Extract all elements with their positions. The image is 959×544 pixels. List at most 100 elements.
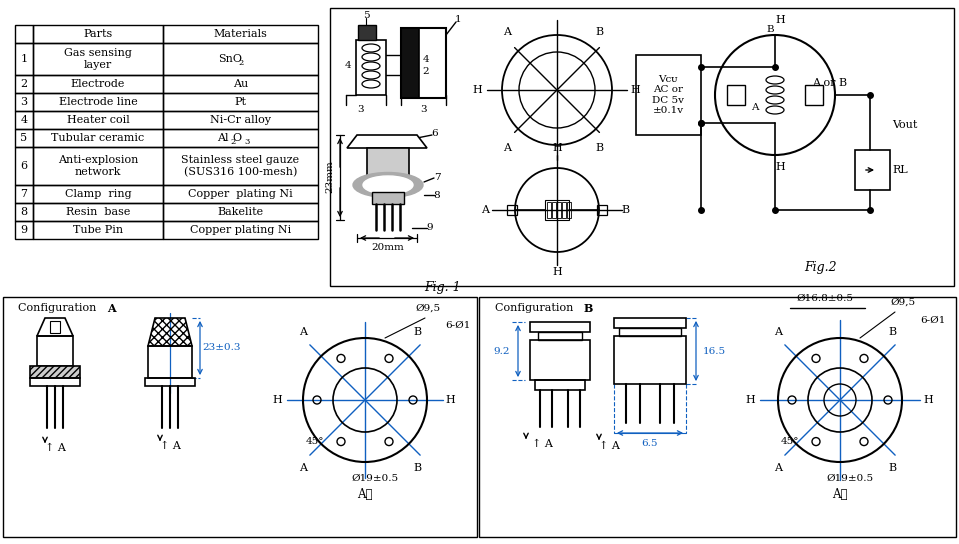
Ellipse shape xyxy=(353,172,423,197)
Text: 3: 3 xyxy=(358,106,364,114)
Text: H: H xyxy=(924,395,933,405)
Text: H: H xyxy=(272,395,282,405)
Text: ↑ A: ↑ A xyxy=(159,441,180,451)
Text: Electrode line: Electrode line xyxy=(58,97,137,107)
Text: Ø19±0.5: Ø19±0.5 xyxy=(351,473,399,483)
Text: Ni-Cr alloy: Ni-Cr alloy xyxy=(210,115,271,125)
Text: Ø9,5: Ø9,5 xyxy=(890,298,915,306)
Bar xyxy=(530,340,590,380)
Text: B: B xyxy=(413,327,421,337)
Text: 7: 7 xyxy=(433,172,440,182)
Ellipse shape xyxy=(363,176,413,194)
Bar xyxy=(547,202,551,218)
Text: H: H xyxy=(445,395,455,405)
Text: 7: 7 xyxy=(20,189,28,199)
Text: 16.5: 16.5 xyxy=(702,347,726,355)
Bar xyxy=(33,93,163,111)
Text: 2: 2 xyxy=(239,59,244,67)
Text: H: H xyxy=(552,267,562,277)
Text: 5: 5 xyxy=(363,10,369,20)
Text: 8: 8 xyxy=(433,190,440,200)
Text: 6-Ø1: 6-Ø1 xyxy=(920,316,946,325)
Bar xyxy=(557,202,561,218)
Bar xyxy=(855,150,890,190)
Text: A: A xyxy=(774,327,782,337)
Bar xyxy=(33,185,163,203)
Bar xyxy=(33,221,163,239)
Text: 1: 1 xyxy=(455,15,461,24)
Ellipse shape xyxy=(362,71,380,79)
Bar xyxy=(330,8,954,286)
Bar xyxy=(145,378,195,386)
Text: B: B xyxy=(620,205,629,215)
Text: A: A xyxy=(107,302,116,313)
Text: Ø19±0.5: Ø19±0.5 xyxy=(827,473,874,483)
Bar xyxy=(15,111,33,129)
Bar xyxy=(163,147,318,185)
Bar xyxy=(805,85,823,105)
Text: ↑ A: ↑ A xyxy=(531,439,552,449)
Text: 9: 9 xyxy=(427,224,433,232)
Bar xyxy=(15,75,33,93)
Text: 45°: 45° xyxy=(306,437,324,447)
Bar xyxy=(727,85,745,105)
Text: 6: 6 xyxy=(432,129,438,139)
Text: 2: 2 xyxy=(20,79,28,89)
Bar xyxy=(530,322,590,332)
Text: 45°: 45° xyxy=(781,437,799,447)
Bar xyxy=(33,129,163,147)
Text: ↑ A: ↑ A xyxy=(598,441,620,451)
Text: ↑ A: ↑ A xyxy=(44,443,65,453)
Text: Gas sensing
layer: Gas sensing layer xyxy=(64,48,132,70)
Text: B: B xyxy=(595,143,603,153)
Text: 3: 3 xyxy=(20,97,28,107)
Bar xyxy=(33,203,163,221)
Text: A: A xyxy=(503,27,511,37)
Text: H: H xyxy=(472,85,481,95)
Bar xyxy=(15,185,33,203)
Ellipse shape xyxy=(362,80,380,88)
Text: Clamp  ring: Clamp ring xyxy=(64,189,131,199)
Bar xyxy=(30,366,80,378)
Text: 20mm: 20mm xyxy=(372,244,405,252)
Text: B: B xyxy=(766,26,774,34)
Text: 4: 4 xyxy=(423,55,430,65)
Bar xyxy=(37,336,73,366)
Text: Anti-explosion
network: Anti-explosion network xyxy=(58,155,138,177)
Text: A: A xyxy=(299,463,307,473)
Bar xyxy=(538,332,582,340)
Bar xyxy=(33,75,163,93)
Bar xyxy=(372,192,404,204)
Text: 23±0.3: 23±0.3 xyxy=(202,343,242,353)
Text: H: H xyxy=(775,15,784,25)
Bar xyxy=(358,25,376,40)
Bar xyxy=(33,111,163,129)
Text: Fig. 1: Fig. 1 xyxy=(425,281,461,294)
Text: 6: 6 xyxy=(20,161,28,171)
Ellipse shape xyxy=(766,96,784,104)
Text: H: H xyxy=(775,162,784,172)
Text: B: B xyxy=(584,302,594,313)
Bar xyxy=(15,93,33,111)
Text: B: B xyxy=(888,463,896,473)
Text: Copper plating Ni: Copper plating Ni xyxy=(190,225,292,235)
Text: Vout: Vout xyxy=(892,120,918,130)
Bar xyxy=(479,297,956,537)
Polygon shape xyxy=(356,40,386,95)
Bar xyxy=(163,43,318,75)
Bar xyxy=(163,221,318,239)
Text: 5: 5 xyxy=(20,133,28,143)
Text: Stainless steel gauze
(SUS316 100-mesh): Stainless steel gauze (SUS316 100-mesh) xyxy=(181,155,299,177)
Ellipse shape xyxy=(362,44,380,52)
Bar xyxy=(636,55,701,135)
Bar xyxy=(597,205,607,215)
Bar xyxy=(15,129,33,147)
Text: A or B: A or B xyxy=(812,78,848,88)
Bar xyxy=(15,25,33,43)
Bar xyxy=(33,25,163,43)
Bar xyxy=(30,378,80,386)
Text: A: A xyxy=(503,143,511,153)
Text: 9: 9 xyxy=(20,225,28,235)
Text: A向: A向 xyxy=(832,489,848,502)
Text: B: B xyxy=(595,27,603,37)
